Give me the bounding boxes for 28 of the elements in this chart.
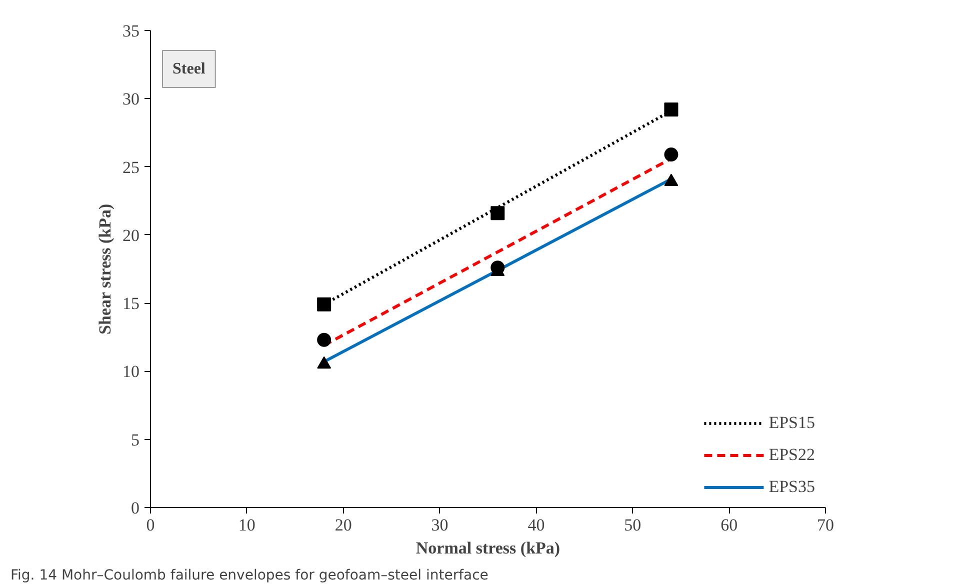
y-tick-label: 5 <box>131 430 140 450</box>
caption: Fig. 14 Mohr–Coulomb failure envelopes for geofoam–steel interface <box>10 568 488 584</box>
x-tick-label: 30 <box>431 516 448 534</box>
y-tick-label: 10 <box>122 362 140 382</box>
x-tick-label: 20 <box>334 516 352 534</box>
x-tick-label: 50 <box>624 516 642 534</box>
x-tick-label: 70 <box>817 516 834 534</box>
point <box>664 148 678 162</box>
x-tick-label: 60 <box>720 516 738 534</box>
legend-label: EPS35 <box>768 477 815 497</box>
y-tick-label: 25 <box>122 158 140 177</box>
y-tick-label: 35 <box>122 22 140 40</box>
y-axis-title: Shear stress (kPa) <box>96 204 114 334</box>
x-axis-title: Normal stress (kPa) <box>416 538 560 558</box>
x-tick-label: 40 <box>528 516 545 534</box>
y-tick-label: 20 <box>122 226 140 245</box>
legend-label: EPS22 <box>768 445 815 465</box>
y-tick-label: 15 <box>122 294 140 314</box>
y-tick-label: 30 <box>122 90 140 109</box>
y-tick-label: 0 <box>131 498 140 518</box>
x-tick-label: 10 <box>238 516 256 534</box>
point <box>317 297 332 312</box>
annotation: Steel <box>172 60 206 78</box>
legend-label: EPS15 <box>768 413 815 433</box>
x-tick-label: 0 <box>146 516 155 534</box>
point <box>317 332 332 347</box>
point <box>490 206 505 220</box>
point <box>664 102 678 117</box>
